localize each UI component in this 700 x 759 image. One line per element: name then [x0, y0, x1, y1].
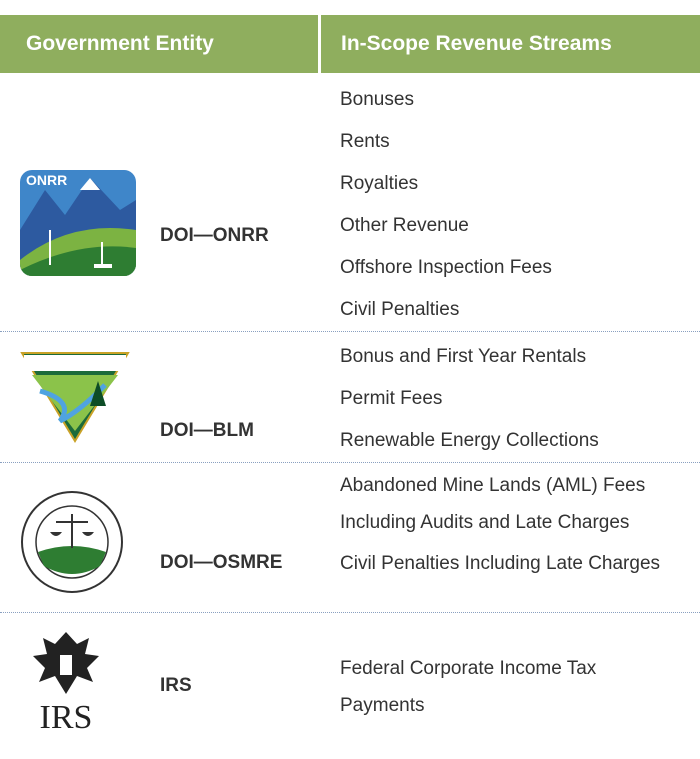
- row-separator: [0, 462, 700, 463]
- revenue-stream: Civil Penalties Including Late Charges: [340, 553, 661, 574]
- entity-label: DOI—OSMRE: [160, 552, 283, 573]
- header-cell: Government Entity: [0, 15, 318, 73]
- revenue-stream: Rents: [340, 131, 390, 152]
- header-cell: In-Scope Revenue Streams: [321, 15, 700, 73]
- table-row: DOI—BLM Bonus and First Year Rentals Perm…: [0, 331, 700, 462]
- revenue-stream: Federal Corporate Income Tax Payments: [340, 658, 597, 716]
- stream-list: Bonus and First Year Rentals Permit Fees R…: [340, 336, 670, 462]
- entity-label: DOI—ONRR: [160, 225, 269, 246]
- revenue-stream: Other Revenue: [340, 215, 469, 236]
- revenue-stream: Bonuses: [340, 89, 414, 110]
- revenue-stream: Royalties: [340, 173, 419, 194]
- revenue-stream: Abandoned Mine Lands (AML) Fees Includin…: [340, 475, 646, 533]
- table-row: ONRR DOI—ONRR Bonuses Rents Royalties Other…: [0, 73, 700, 331]
- table-row: IRS IRS Federal Corporate Income Tax Pay…: [0, 612, 700, 759]
- onrr-logo: ONRR: [20, 170, 136, 276]
- entity-label: IRS: [160, 675, 192, 696]
- stream-list: Bonuses Rents Royalties Other Revenue Offsho…: [340, 79, 670, 331]
- logo-text: ONRR: [26, 172, 67, 188]
- entity-label: DOI—BLM: [160, 420, 254, 441]
- row-separator: [0, 612, 700, 613]
- blm-logo: [20, 352, 130, 443]
- revenue-stream: Offshore Inspection Fees: [340, 257, 552, 278]
- revenue-stream: Civil Penalties: [340, 299, 460, 320]
- stream-list: Federal Corporate Income Tax Payments: [340, 650, 670, 728]
- revenue-stream: Permit Fees: [340, 388, 443, 409]
- row-separator: [0, 331, 700, 332]
- irs-logo: IRS: [33, 632, 99, 736]
- logo-text: IRS: [40, 699, 93, 736]
- osmre-logo: [21, 491, 123, 593]
- revenue-stream: Bonus and First Year Rentals: [340, 346, 587, 367]
- revenue-stream: Renewable Energy Collections: [340, 430, 599, 451]
- stream-list: Abandoned Mine Lands (AML) Fees Includin…: [340, 467, 670, 586]
- table-row: DOI—OSMRE Abandoned Mine Lands (AML) Fee…: [0, 462, 700, 612]
